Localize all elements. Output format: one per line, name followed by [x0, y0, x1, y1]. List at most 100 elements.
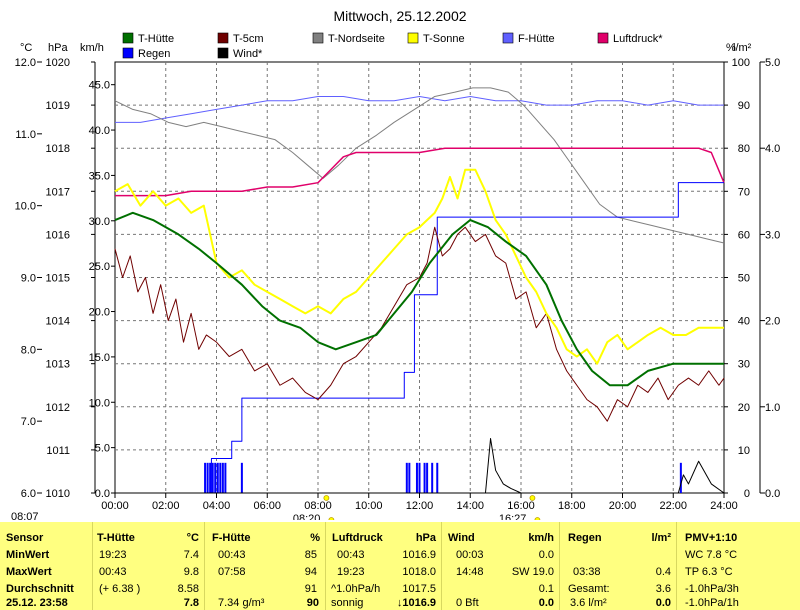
series-line-wind-: [115, 438, 725, 494]
tick-label-rain_lm2-0.0: 0.0: [765, 488, 780, 500]
tick-label-wind_kmh-0.0: 0.0: [95, 488, 110, 500]
tick-label-humidity_pct-60: 60: [738, 229, 750, 241]
series-line-t-nordseite: [114, 87, 725, 244]
wind-beaufort: 0 Bft: [456, 597, 479, 609]
tick-label-x-7: 14:00: [456, 500, 484, 512]
tick-label-temp_c-7.0: 7.0: [21, 416, 36, 428]
tick-label-x-6: 12:00: [406, 500, 434, 512]
regen-current-value: 0.0: [655, 597, 671, 609]
tick-label-x-9: 18:00: [558, 500, 586, 512]
wind-unit: km/h: [528, 532, 554, 544]
f-huette-header: F-Hütte: [212, 532, 251, 544]
tick-label-wind_kmh-35.0: 35.0: [89, 170, 110, 182]
tick-label-humidity_pct-10: 10: [738, 445, 750, 457]
legend-swatch-0: [122, 32, 134, 44]
luftdruck-header: Luftdruck: [332, 532, 383, 544]
tick-label-x-3: 06:00: [253, 500, 281, 512]
unit-label-humidity_pct: %: [726, 42, 736, 54]
tick-label-wind_kmh-20.0: 20.0: [89, 307, 110, 319]
f-huette-current-value: 90: [306, 597, 319, 609]
f-huette-unit: %: [310, 532, 320, 544]
legend-label-2: T-Nordseite: [328, 33, 385, 45]
tick-label-temp_c-6.0: 6.0: [21, 488, 36, 500]
tick-label-humidity_pct-50: 50: [738, 273, 750, 285]
tick-label-x-0: 00:00: [101, 500, 129, 512]
tick-label-humidity_pct-0: 0: [744, 488, 750, 500]
tick-label-temp_c-12.0: 12.0: [15, 57, 36, 69]
footer-time: 08:07: [11, 511, 39, 523]
wind-min-value: 0.0: [538, 549, 554, 561]
tick-label-pressure_hpa-1010: 1010: [46, 488, 70, 500]
tick-label-pressure_hpa-1014: 1014: [46, 316, 70, 328]
axes: 6.0 7.0 8.0 9.0 10.0 11.0 12.0 1010 1011 1012 1013…: [15, 57, 781, 512]
wind-max-value: SW 19.0: [511, 566, 554, 578]
marker-dot-0: [323, 495, 330, 501]
regen-max-value: 0.4: [655, 566, 671, 578]
tick-label-wind_kmh-40.0: 40.0: [89, 125, 110, 137]
tick-label-x-11: 22:00: [659, 500, 687, 512]
f-huette-min-time: 00:43: [218, 549, 246, 561]
regen-total-label: Gesamt:: [568, 583, 610, 595]
tick-label-pressure_hpa-1018: 1018: [46, 143, 70, 155]
pmv-trend-3h: -1.0hPa/3h: [685, 583, 739, 595]
f-huette-current-note: 7.34 g/m³: [218, 597, 265, 609]
tick-label-wind_kmh-5.0: 5.0: [95, 443, 110, 455]
regen-max-time: 03:38: [573, 566, 601, 578]
tick-label-humidity_pct-90: 90: [738, 100, 750, 112]
legend-label-4: F-Hütte: [518, 33, 555, 45]
time-markers: 08:20 16:27: [293, 495, 541, 520]
marker-label-1: 16:27: [499, 513, 527, 520]
f-huette-avg-value: 91: [304, 583, 317, 595]
tick-label-rain_lm2-1.0: 1.0: [765, 402, 780, 414]
tick-label-rain_lm2-2.0: 2.0: [765, 316, 780, 328]
tick-label-pressure_hpa-1012: 1012: [46, 402, 70, 414]
col-luftdruck: Luftdruck hPa 00:43 1016.9 19:23 1018.0 …: [325, 522, 442, 610]
tick-label-pressure_hpa-1019: 1019: [46, 100, 70, 112]
luftdruck-max-value: 1018.0: [402, 566, 436, 578]
tick-label-wind_kmh-30.0: 30.0: [89, 216, 110, 228]
marker-label-0: 08:20: [293, 513, 321, 520]
unit-label-rain_lm2: l/m²: [733, 42, 752, 54]
sensor-header: Sensor: [6, 532, 44, 544]
tick-label-pressure_hpa-1015: 1015: [46, 273, 70, 285]
marker-dot-1: [529, 495, 536, 501]
legend-swatch-4: [502, 32, 514, 44]
f-huette-min-value: 85: [304, 549, 317, 561]
tick-label-pressure_hpa-1013: 1013: [46, 359, 70, 371]
tick-label-humidity_pct-80: 80: [738, 143, 750, 155]
statistics-panel: Sensor MinWert MaxWert Durchschnitt 25.1…: [0, 522, 800, 610]
legend-label-7: Wind*: [233, 48, 263, 60]
luftdruck-forecast: sonnig: [331, 597, 364, 609]
series-line-regen: [115, 182, 724, 494]
unit-label-wind_kmh: km/h: [80, 42, 104, 54]
tick-label-pressure_hpa-1011: 1011: [46, 445, 70, 457]
tick-label-wind_kmh-10.0: 10.0: [89, 397, 110, 409]
series-line-f-h-tte: [115, 95, 724, 123]
series-line-t-5cm: [114, 226, 725, 422]
wind-header: Wind: [448, 532, 475, 544]
legend-swatch-2: [312, 32, 324, 44]
tick-label-rain_lm2-3.0: 3.0: [765, 229, 780, 241]
col-pmv: PMV+1:10 WC 7.8 °C TP 6.3 °C -1.0hPa/3h …: [676, 522, 800, 610]
tick-label-rain_lm2-5.0: 5.0: [765, 57, 780, 69]
regen-unit: l/m²: [651, 532, 671, 544]
tick-label-temp_c-10.0: 10.0: [15, 201, 36, 213]
legend-label-1: T-5cm: [233, 33, 264, 45]
f-huette-max-value: 94: [304, 566, 317, 578]
regen-total-value: 3.6: [655, 583, 671, 595]
tick-label-pressure_hpa-1020: 1020: [46, 57, 70, 69]
tick-label-humidity_pct-20: 20: [738, 402, 750, 414]
series-line-luftdruck-: [115, 147, 725, 197]
t-huette-min-value: 7.4: [183, 549, 199, 561]
tick-label-x-10: 20:00: [609, 500, 637, 512]
series-line-t-h-tte: [114, 211, 724, 387]
luftdruck-min-value: 1016.9: [402, 549, 436, 561]
tick-label-wind_kmh-25.0: 25.0: [89, 261, 110, 273]
col-f-huette: F-Hütte % 00:43 85 07:58 94 91 7.34 g/m³…: [204, 522, 326, 610]
col-t-huette: T-Hütte °C 19:23 7.4 00:43 9.8 (+ 6.38 )…: [92, 522, 205, 610]
tick-label-x-12: 24:00: [710, 500, 738, 512]
tick-label-wind_kmh-45.0: 45.0: [89, 80, 110, 92]
sensor-min-label: MinWert: [6, 549, 50, 561]
col-wind: Wind km/h 00:03 0.0 14:48 SW 19.0 0.1 0 …: [441, 522, 560, 610]
legend-label-6: Regen: [138, 48, 170, 60]
